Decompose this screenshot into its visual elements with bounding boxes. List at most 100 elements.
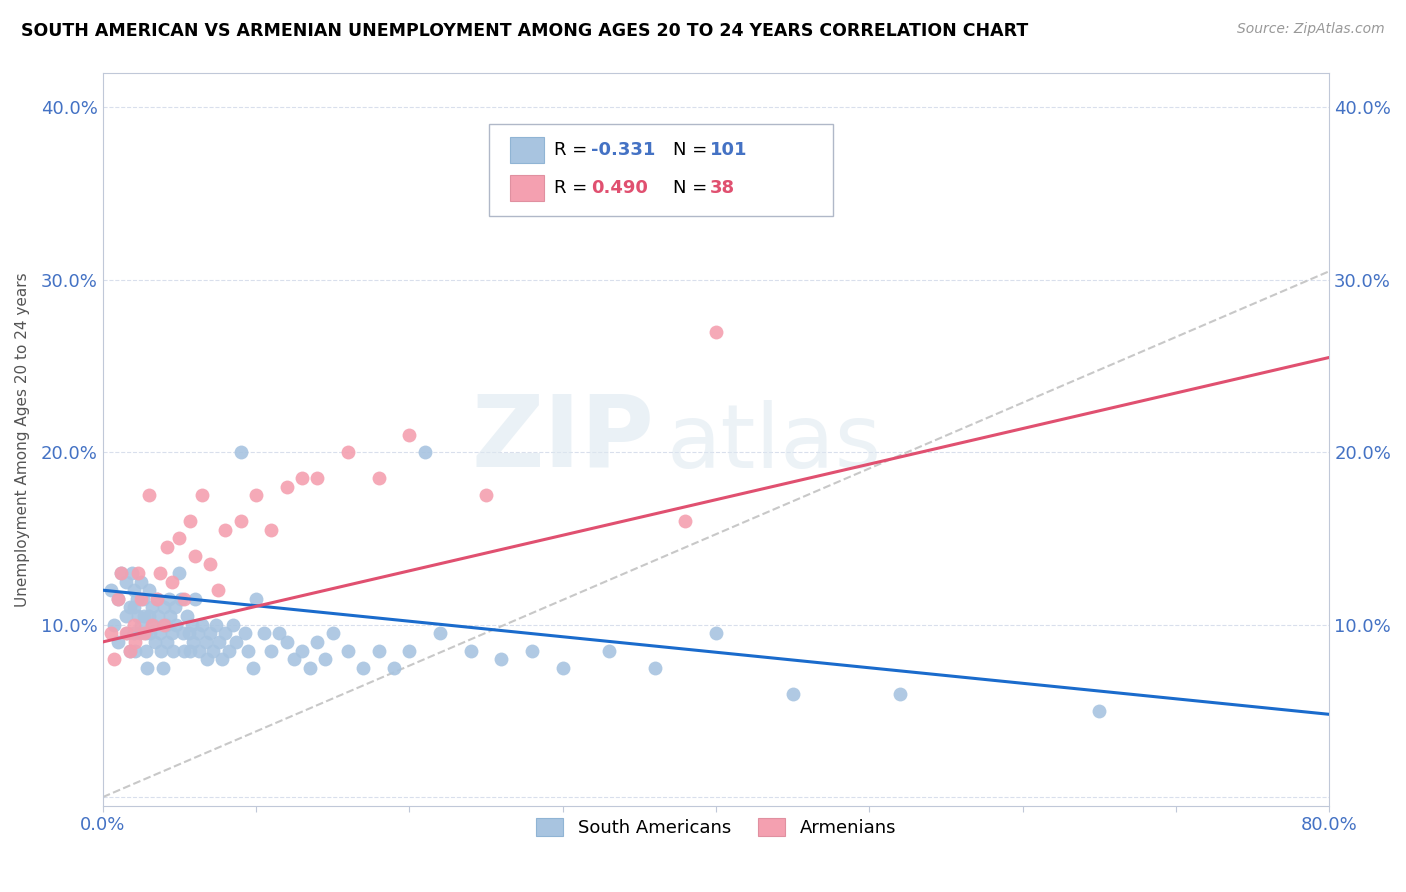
Text: SOUTH AMERICAN VS ARMENIAN UNEMPLOYMENT AMONG AGES 20 TO 24 YEARS CORRELATION CH: SOUTH AMERICAN VS ARMENIAN UNEMPLOYMENT … <box>21 22 1028 40</box>
Point <box>382 661 405 675</box>
Point <box>337 643 360 657</box>
Point <box>260 643 283 657</box>
Point <box>124 635 146 649</box>
Text: R =: R = <box>554 141 593 159</box>
Point <box>122 583 145 598</box>
Text: N =: N = <box>673 179 713 197</box>
Point <box>142 617 165 632</box>
Point <box>491 652 513 666</box>
Text: 101: 101 <box>710 141 748 159</box>
Point <box>110 566 132 580</box>
Point <box>165 617 187 632</box>
Point <box>134 626 156 640</box>
Point <box>128 626 150 640</box>
Point <box>191 617 214 632</box>
Text: atlas: atlas <box>666 400 882 486</box>
Point <box>163 600 186 615</box>
Text: R =: R = <box>554 179 593 197</box>
Point <box>115 609 138 624</box>
Point <box>162 643 184 657</box>
Point <box>207 583 229 598</box>
Point <box>145 591 167 606</box>
Point <box>110 566 132 580</box>
Point <box>115 626 138 640</box>
Legend: South Americans, Armenians: South Americans, Armenians <box>529 811 903 845</box>
Point <box>704 325 727 339</box>
Point <box>139 626 162 640</box>
Y-axis label: Unemployment Among Ages 20 to 24 years: Unemployment Among Ages 20 to 24 years <box>15 272 30 607</box>
Point <box>337 445 360 459</box>
Point <box>460 643 482 657</box>
Point <box>172 626 194 640</box>
Point <box>598 643 620 657</box>
Point <box>398 428 420 442</box>
Point <box>225 635 247 649</box>
Text: -0.331: -0.331 <box>591 141 655 159</box>
Point <box>120 643 142 657</box>
Point <box>673 514 696 528</box>
Point <box>141 617 163 632</box>
Point <box>307 471 329 485</box>
Point <box>353 661 375 675</box>
Point <box>121 566 143 580</box>
Point <box>125 591 148 606</box>
Point <box>235 626 257 640</box>
Point <box>138 609 160 624</box>
Point <box>704 626 727 640</box>
Text: 0.490: 0.490 <box>591 179 648 197</box>
Text: 38: 38 <box>710 179 735 197</box>
Point <box>117 626 139 640</box>
Point <box>184 591 207 606</box>
Point <box>194 635 217 649</box>
Point <box>156 635 179 649</box>
Point <box>107 591 129 606</box>
Point <box>245 591 267 606</box>
Point <box>188 643 211 657</box>
Point <box>229 445 252 459</box>
Point <box>191 488 214 502</box>
Point <box>208 635 231 649</box>
Point <box>135 643 157 657</box>
Point <box>129 591 152 606</box>
Point <box>170 591 193 606</box>
Point <box>148 626 170 640</box>
Point <box>120 600 142 615</box>
Point <box>127 566 149 580</box>
Point <box>173 643 195 657</box>
Point <box>138 583 160 598</box>
Point <box>242 661 264 675</box>
Point <box>160 574 183 589</box>
FancyBboxPatch shape <box>489 124 832 216</box>
Point <box>245 488 267 502</box>
Point <box>276 635 298 649</box>
Point <box>260 523 283 537</box>
Point <box>141 600 163 615</box>
Point <box>298 661 321 675</box>
Point <box>276 480 298 494</box>
Point <box>181 635 204 649</box>
Point <box>127 609 149 624</box>
Point <box>551 661 574 675</box>
Point <box>1088 704 1111 718</box>
Point <box>107 635 129 649</box>
Point <box>134 609 156 624</box>
Point <box>889 687 911 701</box>
Point <box>124 643 146 657</box>
Point <box>198 558 221 572</box>
Point <box>218 643 240 657</box>
Text: ZIP: ZIP <box>472 391 655 488</box>
Point <box>129 617 152 632</box>
Point <box>367 471 389 485</box>
Point <box>202 643 225 657</box>
Point <box>135 626 157 640</box>
Point <box>122 617 145 632</box>
Point <box>180 617 202 632</box>
Point <box>177 626 200 640</box>
Point <box>146 609 169 624</box>
Point <box>782 687 804 701</box>
Point <box>160 626 183 640</box>
FancyBboxPatch shape <box>510 175 544 202</box>
Point <box>122 626 145 640</box>
Point <box>138 488 160 502</box>
Point <box>413 445 436 459</box>
